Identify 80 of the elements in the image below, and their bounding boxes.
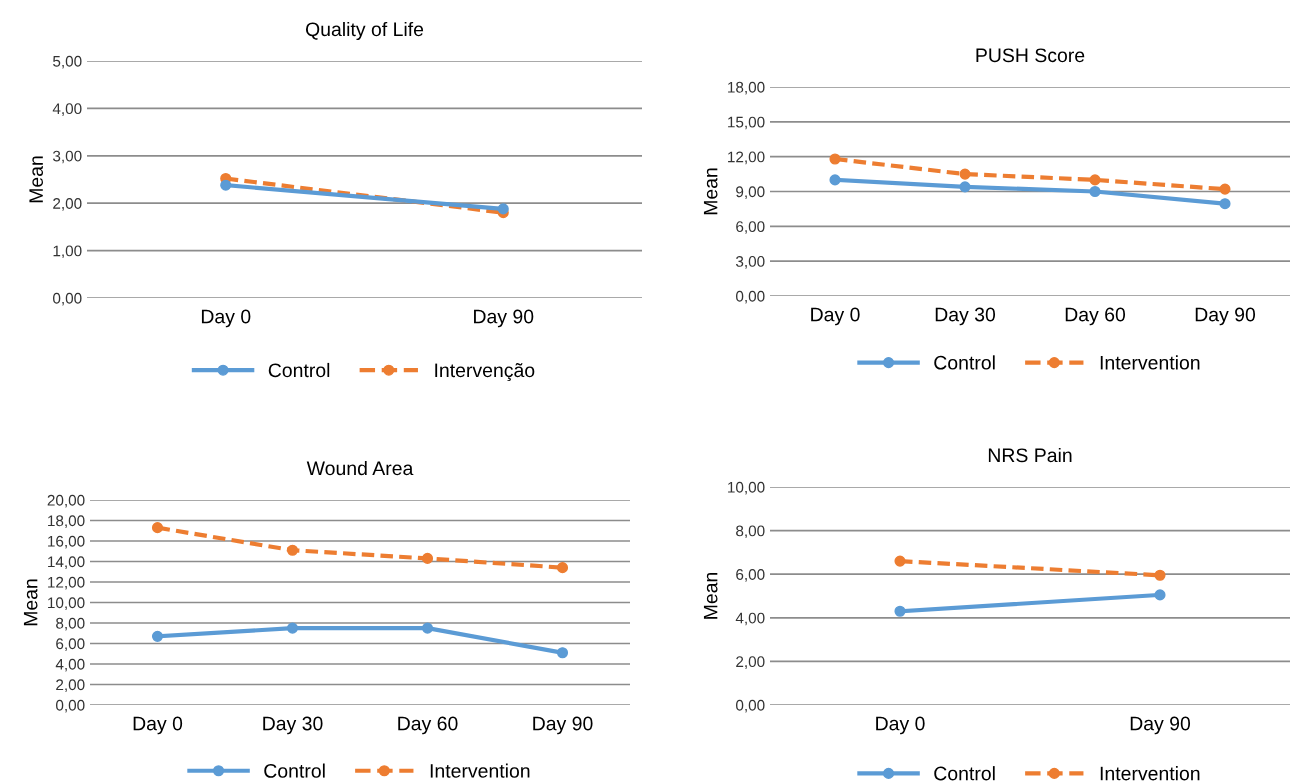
- y-tick-label: 4,00: [55, 658, 85, 672]
- y-axis-title: Mean: [703, 168, 718, 215]
- point: [894, 605, 906, 617]
- y-tick-label: 18,00: [728, 81, 765, 95]
- legend-label: Control: [264, 763, 325, 778]
- x-tick-label: Day 90: [1195, 307, 1256, 326]
- y-axis-title: Mean: [703, 572, 718, 619]
- point: [1089, 174, 1101, 186]
- legend-label: Control: [934, 355, 995, 370]
- y-tick-label: 10,00: [728, 481, 765, 495]
- x-tick-label: Day 90: [474, 309, 534, 328]
- point: [151, 630, 164, 642]
- point: [421, 622, 434, 634]
- point: [1154, 569, 1166, 581]
- legend-label: Intervention: [1100, 766, 1200, 781]
- x-tick-label: Day 90: [533, 716, 593, 735]
- chart-title: Quality of Life: [305, 21, 424, 41]
- y-tick-label: 2,00: [56, 679, 85, 692]
- x-tick-label: Day 0: [811, 307, 860, 326]
- y-tick-label: 10,00: [48, 597, 85, 610]
- y-axis-title: Mean: [23, 579, 38, 626]
- legend-label: Intervenção: [435, 363, 535, 382]
- point: [421, 552, 434, 564]
- x-tick-label: Day 0: [876, 716, 925, 735]
- y-tick-label: 2,00: [53, 198, 82, 211]
- y-tick-label: 3,00: [52, 150, 82, 164]
- x-tick-label: Day 0: [133, 716, 183, 735]
- x-tick-label: Day 0: [201, 309, 251, 328]
- point: [556, 647, 569, 659]
- x-tick-label: Day 90: [1130, 716, 1191, 735]
- point: [1219, 183, 1231, 195]
- y-tick-label: 6,00: [56, 638, 85, 651]
- y-tick-label: 0,00: [56, 699, 85, 713]
- point: [829, 153, 841, 165]
- y-tick-label: 4,00: [52, 103, 82, 116]
- y-tick-label: 0,00: [53, 292, 82, 306]
- y-tick-label: 20,00: [47, 494, 85, 508]
- point: [829, 174, 841, 186]
- x-tick-label: Day 60: [398, 716, 458, 735]
- chart-title: Wound Area: [306, 460, 414, 476]
- y-tick-label: 12,00: [728, 151, 765, 165]
- y-tick-label: 3,00: [735, 256, 765, 269]
- point: [894, 555, 906, 567]
- y-tick-label: 9,00: [736, 186, 765, 199]
- point: [286, 544, 299, 556]
- x-tick-label: Day 30: [935, 307, 996, 326]
- chart-title: NRS Pain: [988, 447, 1072, 463]
- legend-label: Intervention: [1100, 355, 1200, 370]
- y-axis-title: Mean: [29, 156, 44, 203]
- point: [959, 181, 971, 193]
- point: [220, 179, 232, 191]
- point: [286, 622, 299, 634]
- legend-label: Control: [268, 362, 330, 378]
- legend-label: Control: [934, 766, 995, 781]
- y-tick-label: 4,00: [735, 612, 765, 626]
- point: [497, 203, 509, 215]
- x-tick-label: Day 30: [263, 716, 323, 735]
- y-tick-label: 2,00: [736, 656, 765, 669]
- y-tick-label: 14,00: [48, 556, 85, 569]
- y-tick-label: 6,00: [736, 569, 765, 582]
- y-tick-label: 0,00: [736, 290, 765, 304]
- y-tick-label: 18,00: [48, 515, 85, 528]
- y-tick-label: 1,00: [53, 245, 82, 259]
- y-tick-label: 16,00: [48, 535, 85, 549]
- x-tick-label: Day 60: [1065, 307, 1126, 326]
- point: [1219, 198, 1231, 210]
- y-tick-label: 15,00: [728, 116, 765, 130]
- point: [959, 168, 971, 180]
- legend-label: Intervention: [430, 763, 530, 778]
- y-tick-label: 8,00: [56, 617, 85, 631]
- point: [1089, 185, 1101, 198]
- y-tick-label: 0,00: [736, 699, 765, 713]
- point: [556, 562, 569, 574]
- point: [1154, 589, 1166, 601]
- y-tick-label: 6,00: [736, 221, 765, 234]
- y-tick-label: 12,00: [48, 576, 85, 590]
- point: [151, 522, 164, 534]
- chart-title: PUSH Score: [976, 48, 1085, 63]
- y-tick-label: 5,00: [53, 55, 82, 69]
- y-tick-label: 8,00: [736, 525, 765, 539]
